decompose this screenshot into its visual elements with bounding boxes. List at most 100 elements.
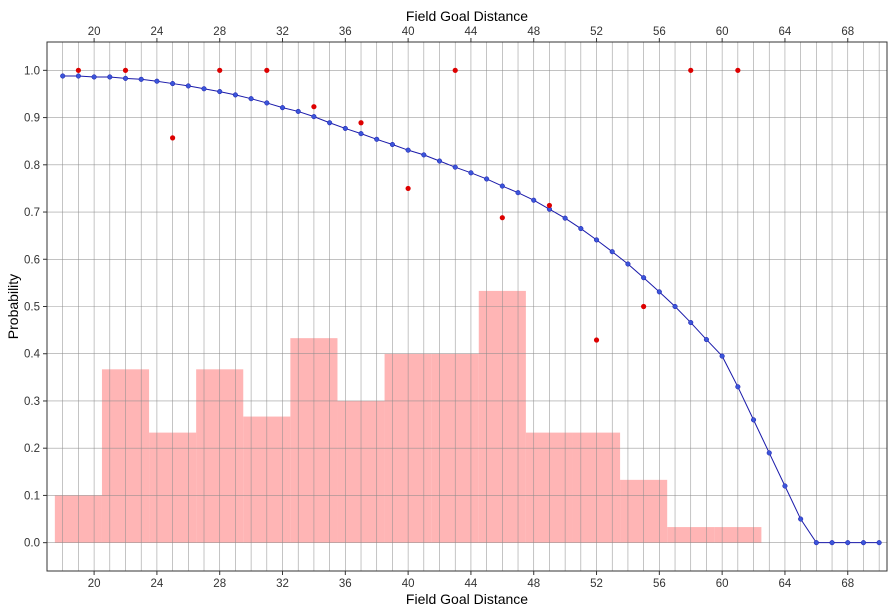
observed-point: [75, 67, 82, 73]
curve-point: [735, 384, 741, 390]
x-axis-title-top: Field Goal Distance: [406, 8, 528, 24]
curve-point: [750, 417, 757, 423]
x-tick-label-top: 24: [151, 26, 164, 38]
curve-point: [672, 303, 678, 310]
curve-point: [531, 197, 537, 203]
curve-point: [578, 226, 584, 232]
observed-point: [593, 337, 600, 343]
y-tick-label: 0.2: [24, 443, 40, 455]
curve-point: [232, 92, 238, 98]
observed-point: [688, 67, 694, 73]
observed-point: [311, 104, 317, 110]
observed-point: [405, 185, 411, 192]
x-tick-label-top: 52: [590, 26, 603, 38]
curve-point: [845, 540, 851, 546]
x-tick-label-bottom: 60: [716, 578, 729, 590]
x-tick-label-bottom: 52: [590, 578, 603, 590]
x-tick-label-top: 20: [88, 26, 101, 38]
x-tick-label-top: 28: [213, 26, 226, 38]
curve-point: [813, 540, 819, 546]
x-tick-label-top: 40: [402, 26, 415, 38]
curve-point: [719, 353, 725, 359]
curve-point: [60, 73, 66, 79]
curve-point: [311, 114, 317, 120]
y-tick-label: 0.4: [24, 349, 41, 361]
curve-point: [358, 131, 364, 137]
grid-layer: [46, 42, 887, 571]
x-tick-label-bottom: 56: [653, 578, 666, 590]
curve-point: [122, 75, 129, 81]
curve-point: [641, 275, 647, 281]
x-axis-title-bottom: Field Goal Distance: [406, 591, 528, 607]
curve-point: [499, 183, 505, 189]
x-tick-label-top: 32: [276, 26, 289, 38]
curve-point: [405, 147, 411, 153]
x-tick-label-bottom: 28: [213, 578, 226, 590]
curve-point: [154, 78, 160, 84]
curve-point: [876, 540, 882, 546]
curve-point: [798, 516, 804, 522]
observed-point: [735, 67, 741, 73]
x-tick-label-bottom: 44: [465, 578, 478, 590]
y-tick-label: 1.0: [24, 65, 40, 77]
curve-point: [782, 483, 788, 489]
curve-point: [342, 125, 348, 131]
curve-point: [279, 105, 286, 111]
curve-point: [421, 152, 427, 158]
curve-point: [170, 81, 176, 87]
curve-point: [217, 89, 223, 95]
curve-point: [562, 215, 568, 221]
curve-point: [248, 96, 254, 102]
curve-point: [468, 170, 474, 176]
y-tick-label: 0.1: [24, 490, 40, 502]
y-tick-label: 0.3: [24, 396, 40, 408]
observed-point: [358, 120, 364, 126]
curve-point: [656, 289, 662, 295]
curve-point: [91, 74, 97, 80]
curve-point: [295, 108, 301, 114]
curve-point: [185, 83, 191, 89]
x-tick-label-top: 48: [527, 26, 540, 38]
curve-point: [688, 320, 694, 326]
curve-point: [829, 540, 835, 546]
observed-point: [264, 67, 270, 73]
observed-point: [122, 67, 129, 73]
y-tick-label: 0.0: [24, 538, 40, 550]
curve-point: [75, 73, 81, 79]
curve-point: [484, 176, 490, 182]
y-tick-label: 0.5: [24, 302, 40, 314]
observed-point: [217, 67, 223, 73]
y-tick-label: 0.8: [24, 160, 40, 172]
curve-point: [374, 136, 380, 142]
scatter-layer: [75, 67, 741, 343]
x-tick-label-bottom: 40: [402, 578, 415, 590]
x-tick-label-top: 60: [716, 26, 729, 38]
x-tick-label-bottom: 48: [527, 578, 540, 590]
curve-point: [703, 337, 709, 343]
curve-point: [389, 141, 395, 148]
curve-point: [138, 76, 144, 82]
curve-point: [609, 249, 615, 255]
x-tick-label-bottom: 24: [151, 578, 164, 590]
observed-point: [499, 215, 505, 221]
curve-point: [327, 120, 333, 126]
observed-point: [641, 303, 647, 310]
curve-layer: [60, 73, 882, 546]
curve-point: [625, 261, 631, 267]
curve-point: [201, 86, 207, 92]
x-tick-label-top: 68: [841, 26, 854, 38]
axis-layer: 20 20 24 24 28 28 32 32 36 36 40 40 44 44 48 48 52 52 56 56…: [24, 26, 854, 590]
curve-point: [515, 190, 521, 196]
curve-point: [766, 450, 772, 456]
observed-point: [452, 67, 458, 73]
curve-point: [436, 158, 443, 164]
observed-point: [546, 202, 553, 209]
y-axis-title: Probability: [5, 274, 21, 339]
y-tick-label: 0.7: [24, 207, 40, 219]
curve-point: [860, 540, 866, 546]
observed-point: [170, 135, 176, 141]
curve-point: [452, 164, 458, 170]
x-tick-label-bottom: 20: [88, 578, 101, 590]
x-tick-label-top: 56: [653, 26, 666, 38]
